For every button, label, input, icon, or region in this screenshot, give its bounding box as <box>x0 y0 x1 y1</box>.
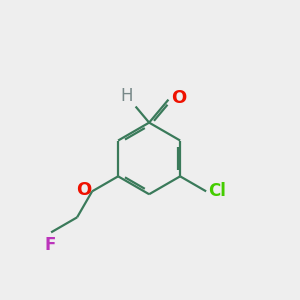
Text: H: H <box>120 87 133 105</box>
Text: F: F <box>44 236 56 254</box>
Text: O: O <box>171 89 187 107</box>
Text: O: O <box>76 181 91 199</box>
Text: Cl: Cl <box>208 182 226 200</box>
